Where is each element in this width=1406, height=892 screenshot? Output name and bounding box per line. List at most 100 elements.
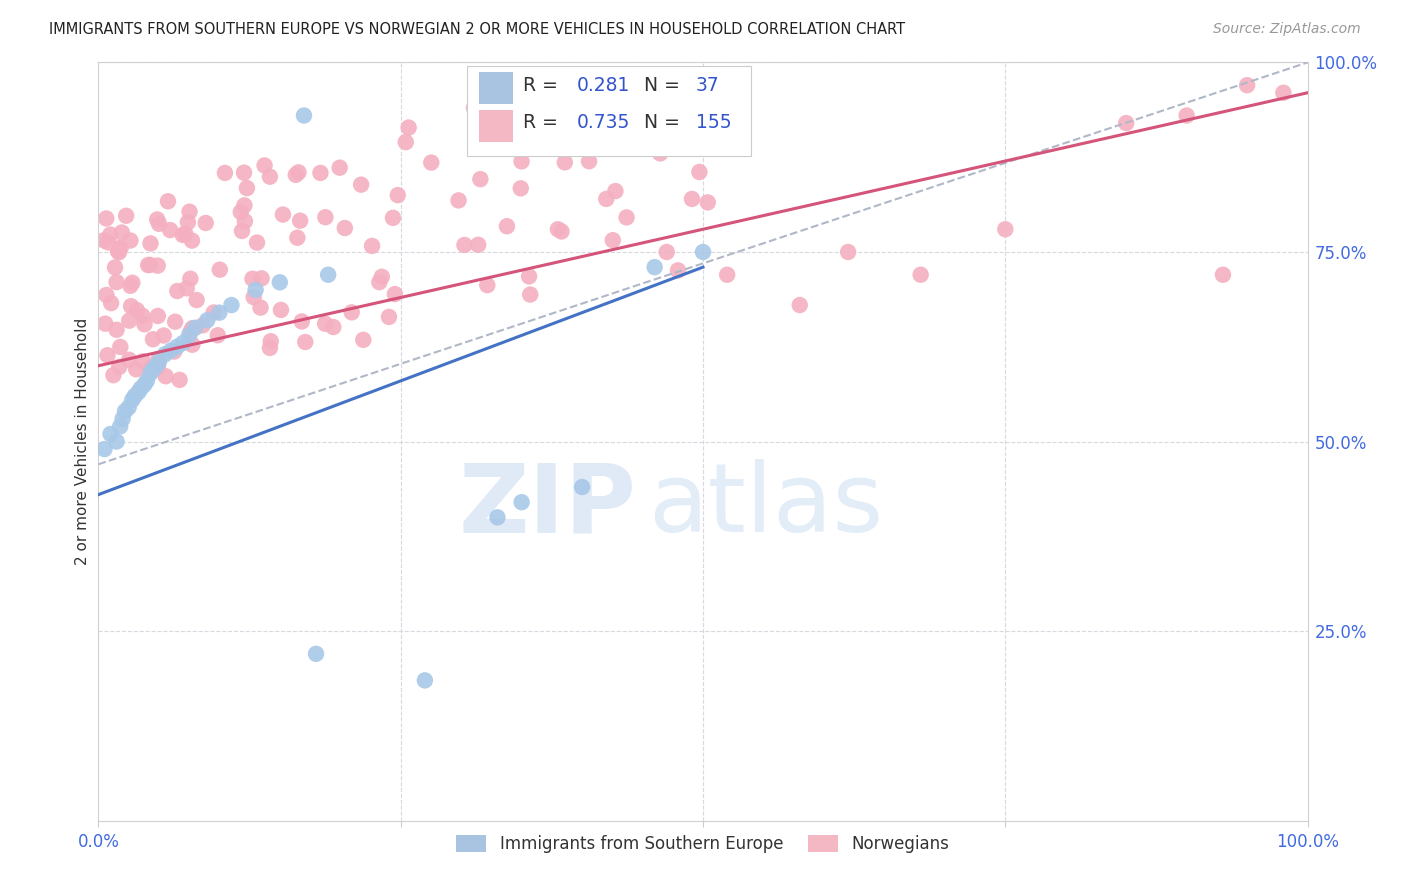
Point <box>602 233 624 247</box>
Point <box>96 288 118 302</box>
Point <box>352 333 374 347</box>
Point <box>496 219 519 234</box>
Point <box>142 332 165 346</box>
Point <box>467 237 489 252</box>
Point <box>131 309 153 323</box>
Point <box>596 119 619 133</box>
Point <box>413 673 436 688</box>
Point <box>398 120 420 135</box>
FancyBboxPatch shape <box>479 72 513 104</box>
Point <box>547 222 569 236</box>
Point <box>571 480 593 494</box>
Point <box>135 374 157 388</box>
Point <box>134 318 156 332</box>
Point <box>837 244 859 259</box>
Point <box>214 166 236 180</box>
Point <box>172 227 194 242</box>
Point <box>287 165 309 179</box>
Point <box>260 334 283 349</box>
Point <box>174 227 197 241</box>
Point <box>600 111 623 125</box>
Point <box>233 214 256 228</box>
Text: atlas: atlas <box>648 459 884 552</box>
Point <box>322 320 344 334</box>
Point <box>110 340 132 354</box>
Point <box>93 233 115 247</box>
Point <box>329 161 352 175</box>
Point <box>118 401 141 415</box>
Point <box>510 495 533 509</box>
Point <box>100 427 122 442</box>
Point <box>111 412 134 426</box>
Point <box>453 238 475 252</box>
Point <box>181 234 204 248</box>
Point <box>186 293 208 307</box>
Point <box>605 184 627 198</box>
Point <box>236 181 259 195</box>
Point <box>249 301 271 315</box>
Point <box>134 377 156 392</box>
Point <box>120 299 142 313</box>
Point <box>250 271 273 285</box>
Point <box>181 337 204 351</box>
Point <box>463 101 485 115</box>
Point <box>666 263 689 277</box>
Text: Source: ZipAtlas.com: Source: ZipAtlas.com <box>1213 22 1361 37</box>
Point <box>148 352 170 367</box>
Point <box>166 340 188 354</box>
Point <box>688 165 710 179</box>
Point <box>1115 116 1137 130</box>
Point <box>105 323 128 337</box>
Point <box>510 154 533 169</box>
Y-axis label: 2 or more Vehicles in Household: 2 or more Vehicles in Household <box>75 318 90 566</box>
Point <box>94 317 117 331</box>
Point <box>568 108 591 122</box>
Point <box>578 154 600 169</box>
Point <box>595 192 617 206</box>
Point <box>517 269 540 284</box>
Point <box>110 241 132 255</box>
FancyBboxPatch shape <box>479 111 513 142</box>
Point <box>111 226 134 240</box>
Point <box>179 271 201 285</box>
Point <box>179 204 201 219</box>
Point <box>387 188 409 202</box>
Point <box>626 132 648 146</box>
Point <box>371 269 394 284</box>
Point <box>253 158 276 172</box>
Point <box>350 178 373 192</box>
Point <box>156 194 179 209</box>
Point <box>108 359 131 374</box>
Point <box>368 275 391 289</box>
Point <box>910 268 932 282</box>
Point <box>176 281 198 295</box>
Point <box>139 236 162 251</box>
Point <box>692 244 714 259</box>
Point <box>139 258 162 272</box>
Point <box>120 234 142 248</box>
Point <box>118 313 141 327</box>
Text: 0.281: 0.281 <box>578 77 631 95</box>
Point <box>384 287 406 301</box>
Point <box>309 166 332 180</box>
Point <box>108 241 131 255</box>
Point <box>181 321 204 335</box>
Point <box>152 328 174 343</box>
Point <box>108 419 131 434</box>
Point <box>644 260 666 275</box>
Point <box>129 382 152 396</box>
Point <box>115 209 138 223</box>
Point <box>246 235 269 250</box>
Point <box>146 309 169 323</box>
Point <box>169 373 191 387</box>
Point <box>616 211 638 225</box>
Point <box>132 354 155 368</box>
Point <box>139 360 162 375</box>
Point <box>633 124 655 138</box>
Point <box>229 205 252 219</box>
Point <box>269 275 291 289</box>
Point <box>121 392 143 407</box>
Point <box>291 314 314 328</box>
Point <box>179 328 201 343</box>
Point <box>195 313 218 327</box>
